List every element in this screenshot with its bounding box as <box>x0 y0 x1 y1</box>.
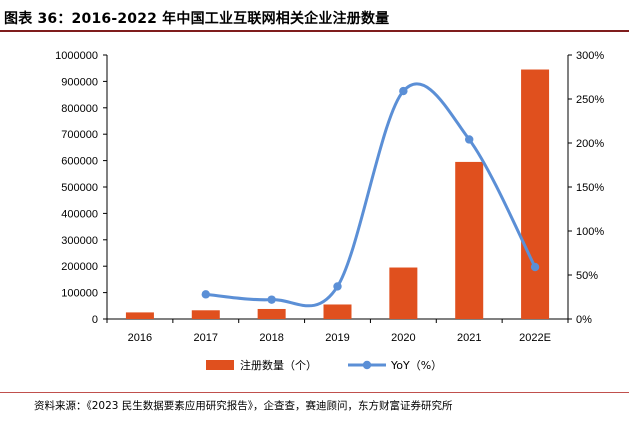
left-tick-label: 600000 <box>61 156 98 168</box>
right-tick-label: 150% <box>576 182 604 194</box>
left-tick-label: 400000 <box>61 208 98 220</box>
yoy-point <box>530 262 540 272</box>
left-tick-label: 300000 <box>61 235 98 247</box>
x-tick-label: 2018 <box>259 332 283 344</box>
legend-line-marker <box>362 360 372 370</box>
yoy-point <box>201 290 210 299</box>
yoy-point <box>399 86 408 96</box>
yoy-line-series <box>201 82 540 308</box>
left-tick-label: 900000 <box>61 76 98 88</box>
chart: 0 100000 200000 300000 400000 500000 600000 700… <box>55 50 604 372</box>
legend: 注册数量（个） YoY（%） <box>206 358 442 372</box>
source-divider <box>0 392 629 393</box>
source-note: 资料来源：《2023 民生数据要素应用研究报告》，企查查，赛迪顾问，东方财富证券… <box>34 400 453 412</box>
bar-series <box>125 69 550 320</box>
x-tick-label: 2020 <box>391 332 415 344</box>
legend-bar-label: 注册数量（个） <box>240 358 317 372</box>
bar <box>389 267 418 319</box>
right-tick-label: 100% <box>576 226 604 238</box>
x-tick-label: 2016 <box>128 332 152 344</box>
bar <box>125 312 154 319</box>
bar <box>191 310 220 319</box>
right-tick-label: 300% <box>576 50 604 62</box>
axes: 0 100000 200000 300000 400000 500000 600000 700… <box>55 50 604 344</box>
x-tick-label: 2022E <box>519 332 551 344</box>
left-tick-label: 100000 <box>61 288 98 300</box>
bar <box>455 161 484 319</box>
bar <box>257 308 286 319</box>
left-tick-label: 200000 <box>61 261 98 273</box>
left-tick-label: 0 <box>92 314 98 326</box>
x-tick-label: 2021 <box>457 332 481 344</box>
yoy-point <box>333 282 342 291</box>
left-tick-label: 800000 <box>61 103 98 115</box>
chart-title: 图表 36：2016-2022 年中国工业互联网相关企业注册数量 <box>4 11 390 27</box>
bar <box>521 69 550 320</box>
right-tick-label: 50% <box>576 270 598 282</box>
title-divider <box>0 30 629 32</box>
x-tick-label: 2019 <box>325 332 349 344</box>
right-tick-label: 0% <box>576 314 592 326</box>
left-tick-label: 500000 <box>61 182 98 194</box>
legend-bar-swatch <box>206 360 234 370</box>
yoy-point <box>267 295 276 304</box>
x-tick-label: 2017 <box>194 332 218 344</box>
left-tick-label: 1000000 <box>55 50 98 62</box>
right-tick-label: 250% <box>576 94 604 106</box>
yoy-line <box>204 82 537 308</box>
bar <box>323 304 352 319</box>
yoy-point <box>465 135 474 144</box>
right-tick-label: 200% <box>576 138 604 150</box>
left-tick-label: 700000 <box>61 129 98 141</box>
legend-line-label: YoY（%） <box>390 359 442 372</box>
